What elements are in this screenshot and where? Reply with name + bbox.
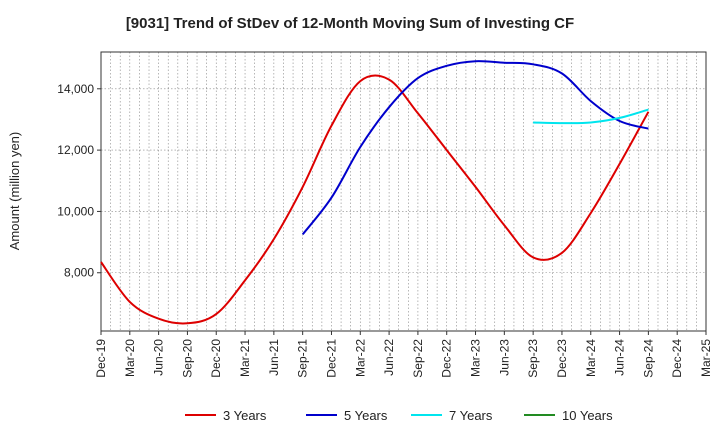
legend-label: 3 Years [223,408,267,423]
x-tick-label: Dec-22 [440,339,454,378]
plot-area: 8,000 10,000 12,000 14,000 Dec-19 Mar-20 Jun-2… [57,51,713,378]
x-tick-label: Jun-24 [613,339,627,376]
x-tick-label: Mar-23 [469,339,483,377]
y-tick-label: 12,000 [57,143,94,157]
x-tick-label: Mar-22 [353,339,367,377]
series-line-7-years [533,108,649,125]
x-tick-label: Sep-22 [411,339,425,378]
x-tick-label: Dec-23 [555,339,569,378]
chart-title: [9031] Trend of StDev of 12-Month Moving… [126,15,574,32]
x-tick-label: Sep-23 [526,339,540,378]
x-tick-label: Mar-25 [699,339,713,377]
y-tick-label: 10,000 [57,204,94,218]
x-tick-label: Dec-20 [209,339,223,378]
series-line-5-years [301,60,649,236]
plot-frame [100,51,707,332]
x-tick-label: Dec-19 [94,339,108,378]
x-tick-label: Jun-20 [152,339,166,376]
y-tick-label: 14,000 [57,82,94,96]
y-tick-label: 8,000 [64,266,94,280]
plot-background [101,52,706,331]
x-tick-label: Sep-20 [180,339,194,378]
x-tick-label: Mar-21 [238,339,252,377]
x-tick-label: Mar-20 [123,339,137,377]
x-tick-label: Dec-24 [670,339,684,378]
x-tick-label: Jun-23 [497,339,511,376]
x-tick-label: Dec-21 [324,339,338,378]
x-tick-label: Sep-21 [296,339,310,378]
series-line-3-years [100,74,650,325]
legend-label: 5 Years [344,408,388,423]
legend: 3 Years 5 Years 7 Years 10 Years [185,408,613,423]
x-tick-label: Jun-22 [382,339,396,376]
legend-label: 10 Years [562,408,613,423]
x-tick-label: Jun-21 [267,339,281,376]
y-axis-label: Amount (million yen) [7,132,22,251]
x-tick-label: Mar-24 [584,339,598,377]
legend-label: 7 Years [449,408,493,423]
x-tick-label: Sep-24 [641,339,655,378]
